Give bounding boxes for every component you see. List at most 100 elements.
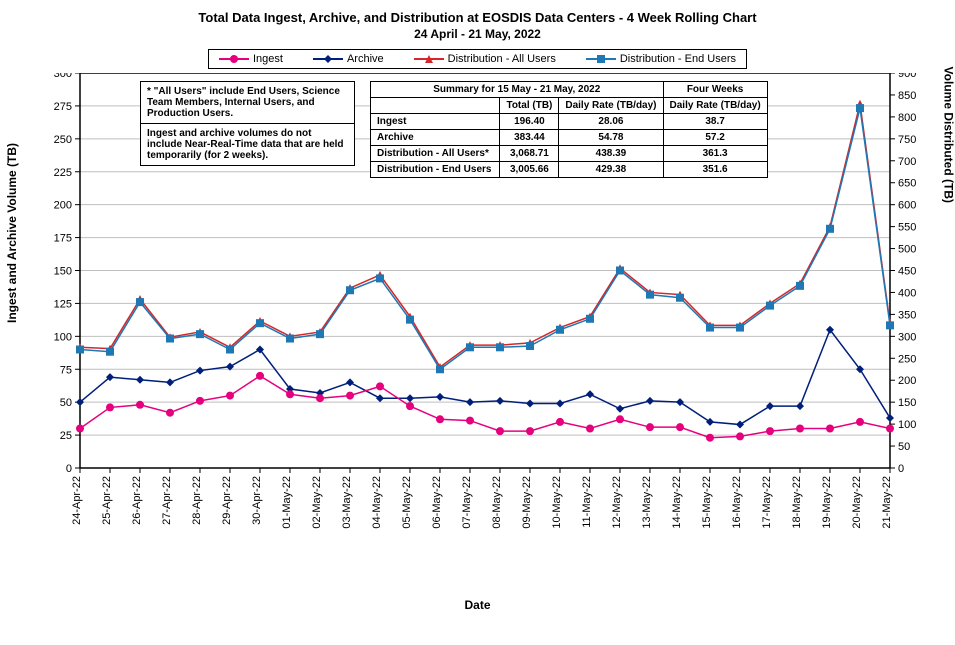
note-2: Ingest and archive volumes do not includ… — [140, 124, 355, 166]
svg-text:18-May-22: 18-May-22 — [791, 476, 803, 529]
notes-box: * "All Users" include End Users, Science… — [140, 81, 355, 166]
svg-text:650: 650 — [898, 178, 916, 190]
cell: 438.39 — [559, 146, 663, 162]
svg-text:750: 750 — [898, 134, 916, 146]
svg-text:06-May-22: 06-May-22 — [431, 476, 443, 529]
cell: 3,068.71 — [500, 146, 559, 162]
cell: 351.6 — [663, 162, 767, 178]
svg-text:28-Apr-22: 28-Apr-22 — [191, 476, 203, 525]
legend: Ingest Archive Distribution - All Users … — [208, 49, 747, 69]
svg-text:0: 0 — [898, 463, 904, 475]
chart-title: Total Data Ingest, Archive, and Distribu… — [10, 10, 945, 25]
chart-area: Ingest and Archive Volume (TB) Volume Di… — [10, 73, 945, 612]
row-label: Distribution - All Users* — [371, 146, 500, 162]
svg-text:08-May-22: 08-May-22 — [491, 476, 503, 529]
svg-text:200: 200 — [898, 375, 916, 387]
svg-text:500: 500 — [898, 244, 916, 256]
row-label: Archive — [371, 130, 500, 146]
svg-text:24-Apr-22: 24-Apr-22 — [71, 476, 83, 525]
svg-text:125: 125 — [54, 298, 72, 310]
svg-text:100: 100 — [898, 419, 916, 431]
svg-text:12-May-22: 12-May-22 — [611, 476, 623, 529]
svg-text:550: 550 — [898, 222, 916, 234]
y-axis-left-label: Ingest and Archive Volume (TB) — [5, 143, 19, 323]
svg-text:400: 400 — [898, 287, 916, 299]
chart-subtitle: 24 April - 21 May, 2022 — [10, 27, 945, 41]
legend-label: Ingest — [253, 53, 283, 65]
cell: 429.38 — [559, 162, 663, 178]
svg-text:275: 275 — [54, 101, 72, 113]
svg-text:250: 250 — [54, 134, 72, 146]
svg-text:175: 175 — [54, 233, 72, 245]
legend-label: Archive — [347, 53, 384, 65]
svg-text:200: 200 — [54, 200, 72, 212]
summary-4wk-header: Four Weeks — [663, 82, 767, 98]
legend-archive: Archive — [313, 53, 384, 65]
svg-text:25: 25 — [60, 430, 72, 442]
note-1: * "All Users" include End Users, Science… — [140, 81, 355, 124]
svg-text:225: 225 — [54, 167, 72, 179]
svg-text:04-May-22: 04-May-22 — [371, 476, 383, 529]
svg-text:03-May-22: 03-May-22 — [341, 476, 353, 529]
svg-text:150: 150 — [898, 397, 916, 409]
row-label: Ingest — [371, 114, 500, 130]
summary-table: Summary for 15 May - 21 May, 2022 Four W… — [370, 81, 768, 178]
cell: 383.44 — [500, 130, 559, 146]
svg-text:250: 250 — [898, 353, 916, 365]
svg-text:100: 100 — [54, 331, 72, 343]
svg-text:300: 300 — [54, 73, 72, 80]
cell: 57.2 — [663, 130, 767, 146]
col-total: Total (TB) — [500, 98, 559, 114]
svg-text:350: 350 — [898, 309, 916, 321]
svg-text:20-May-22: 20-May-22 — [851, 476, 863, 529]
svg-text:05-May-22: 05-May-22 — [401, 476, 413, 529]
svg-text:800: 800 — [898, 112, 916, 124]
svg-text:21-May-22: 21-May-22 — [881, 476, 893, 529]
svg-text:13-May-22: 13-May-22 — [641, 476, 653, 529]
svg-text:07-May-22: 07-May-22 — [461, 476, 473, 529]
legend-label: Distribution - End Users — [620, 53, 736, 65]
cell: 361.3 — [663, 146, 767, 162]
svg-text:75: 75 — [60, 364, 72, 376]
svg-text:14-May-22: 14-May-22 — [671, 476, 683, 529]
svg-text:300: 300 — [898, 331, 916, 343]
svg-text:02-May-22: 02-May-22 — [311, 476, 323, 529]
cell: 28.06 — [559, 114, 663, 130]
svg-text:19-May-22: 19-May-22 — [821, 476, 833, 529]
svg-text:15-May-22: 15-May-22 — [701, 476, 713, 529]
svg-text:850: 850 — [898, 90, 916, 102]
svg-text:150: 150 — [54, 266, 72, 278]
cell: 3,005.66 — [500, 162, 559, 178]
svg-text:09-May-22: 09-May-22 — [521, 476, 533, 529]
summary-header: Summary for 15 May - 21 May, 2022 — [371, 82, 664, 98]
svg-text:17-May-22: 17-May-22 — [761, 476, 773, 529]
col-daily4: Daily Rate (TB/day) — [663, 98, 767, 114]
svg-text:26-Apr-22: 26-Apr-22 — [131, 476, 143, 525]
svg-text:01-May-22: 01-May-22 — [281, 476, 293, 529]
svg-text:50: 50 — [898, 441, 910, 453]
cell: 196.40 — [500, 114, 559, 130]
col-daily: Daily Rate (TB/day) — [559, 98, 663, 114]
cell: 38.7 — [663, 114, 767, 130]
svg-text:0: 0 — [66, 463, 72, 475]
svg-text:900: 900 — [898, 73, 916, 80]
legend-ingest: Ingest — [219, 53, 283, 65]
svg-text:25-Apr-22: 25-Apr-22 — [101, 476, 113, 525]
row-label: Distribution - End Users — [371, 162, 500, 178]
legend-dist-all: Distribution - All Users — [414, 53, 556, 65]
svg-text:29-Apr-22: 29-Apr-22 — [221, 476, 233, 525]
svg-text:700: 700 — [898, 156, 916, 168]
x-axis-label: Date — [10, 598, 945, 612]
cell: 54.78 — [559, 130, 663, 146]
svg-text:10-May-22: 10-May-22 — [551, 476, 563, 529]
svg-text:16-May-22: 16-May-22 — [731, 476, 743, 529]
y-axis-right-label: Volume Distributed (TB) — [941, 67, 955, 203]
svg-text:600: 600 — [898, 200, 916, 212]
svg-text:50: 50 — [60, 397, 72, 409]
svg-text:11-May-22: 11-May-22 — [581, 476, 593, 528]
svg-text:450: 450 — [898, 266, 916, 278]
legend-dist-end: Distribution - End Users — [586, 53, 736, 65]
svg-text:27-Apr-22: 27-Apr-22 — [161, 476, 173, 525]
svg-text:30-Apr-22: 30-Apr-22 — [251, 476, 263, 525]
legend-label: Distribution - All Users — [448, 53, 556, 65]
